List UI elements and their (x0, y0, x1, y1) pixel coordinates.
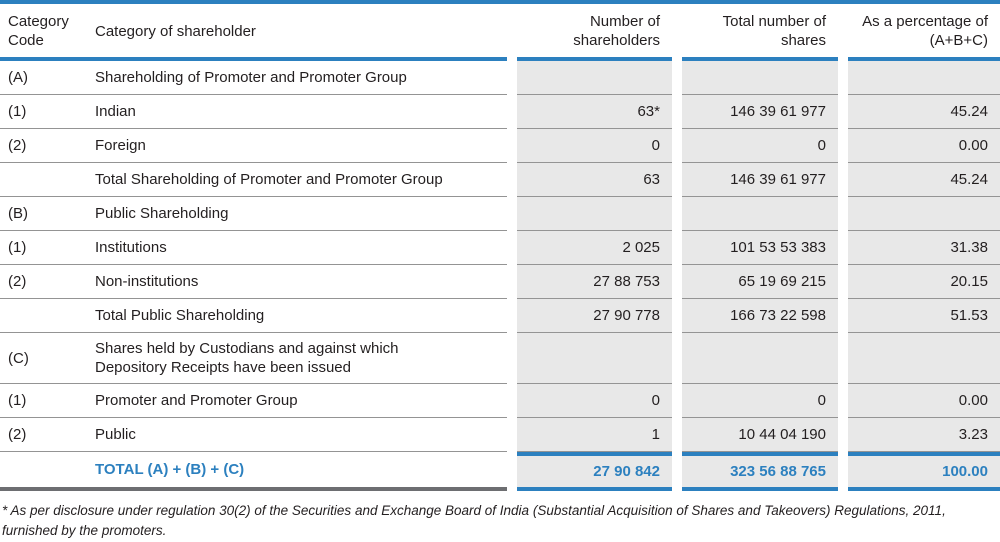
cell-shareholders: 2 025 (517, 231, 672, 265)
cell-category-text: Shares held by Custodians and against wh… (95, 340, 399, 376)
cell-code: (1) (0, 384, 90, 418)
cell-pct: 3.23 (848, 418, 1000, 452)
table-header-row: Category Code Category of shareholder Nu… (0, 4, 1000, 61)
cell-code: (2) (0, 129, 90, 163)
cell-code (0, 163, 90, 197)
cell-shares: 146 39 61 977 (682, 163, 838, 197)
cell-category: Total Shareholding of Promoter and Promo… (90, 163, 507, 197)
cell-category: Shares held by Custodians and against wh… (90, 333, 507, 384)
cell-pct: 45.24 (848, 163, 1000, 197)
cell-pct: 51.53 (848, 299, 1000, 333)
cell-pct: 100.00 (848, 452, 1000, 491)
cell-code: (A) (0, 61, 90, 95)
header-number-of-shareholders: Number of shareholders (517, 4, 672, 61)
cell-pct (848, 197, 1000, 231)
cell-code (0, 452, 90, 491)
cell-pct: 0.00 (848, 129, 1000, 163)
cell-category: Promoter and Promoter Group (90, 384, 507, 418)
cell-shareholders (517, 61, 672, 95)
table-row-section-c: (C) Shares held by Custodians and agains… (0, 333, 1000, 384)
table-row-public: (2) Public 1 10 44 04 190 3.23 (0, 418, 1000, 452)
cell-shares: 0 (682, 129, 838, 163)
table-row-foreign: (2) Foreign 0 0 0.00 (0, 129, 1000, 163)
cell-shareholders (517, 197, 672, 231)
table-row-non-institutions: (2) Non-institutions 27 88 753 65 19 69 … (0, 265, 1000, 299)
cell-shares: 0 (682, 384, 838, 418)
table-row-total-public: Total Public Shareholding 27 90 778 166 … (0, 299, 1000, 333)
cell-pct (848, 333, 1000, 384)
cell-code: (C) (0, 333, 90, 384)
table-row-institutions: (1) Institutions 2 025 101 53 53 383 31.… (0, 231, 1000, 265)
cell-pct: 31.38 (848, 231, 1000, 265)
cell-shareholders (517, 333, 672, 384)
cell-category: Public Shareholding (90, 197, 507, 231)
cell-shareholders: 63 (517, 163, 672, 197)
cell-pct: 0.00 (848, 384, 1000, 418)
cell-code: (1) (0, 95, 90, 129)
table-row-section-b: (B) Public Shareholding (0, 197, 1000, 231)
header-category-code: Category Code (0, 4, 90, 61)
footnote: * As per disclosure under regulation 30(… (2, 503, 946, 539)
shareholding-table: Category Code Category of shareholder Nu… (0, 0, 1000, 491)
table-row-total-promoter: Total Shareholding of Promoter and Promo… (0, 163, 1000, 197)
cell-code: (2) (0, 418, 90, 452)
table-row-promoter-group: (1) Promoter and Promoter Group 0 0 0.00 (0, 384, 1000, 418)
table-row-grand-total: TOTAL (A) + (B) + (C) 27 90 842 323 56 8… (0, 452, 1000, 491)
table-row-section-a: (A) Shareholding of Promoter and Promote… (0, 61, 1000, 95)
cell-shareholders: 27 90 842 (517, 452, 672, 491)
cell-category: Total Public Shareholding (90, 299, 507, 333)
cell-category: Non-institutions (90, 265, 507, 299)
cell-category: Shareholding of Promoter and Promoter Gr… (90, 61, 507, 95)
cell-category: Indian (90, 95, 507, 129)
header-percentage: As a percentage of (A+B+C) (848, 4, 1000, 61)
cell-shareholders: 1 (517, 418, 672, 452)
cell-shares: 10 44 04 190 (682, 418, 838, 452)
cell-code: (1) (0, 231, 90, 265)
cell-shares (682, 333, 838, 384)
cell-pct: 20.15 (848, 265, 1000, 299)
cell-category: Foreign (90, 129, 507, 163)
cell-shares: 65 19 69 215 (682, 265, 838, 299)
cell-shareholders: 27 88 753 (517, 265, 672, 299)
cell-pct (848, 61, 1000, 95)
cell-category: Public (90, 418, 507, 452)
table-row-indian: (1) Indian 63* 146 39 61 977 45.24 (0, 95, 1000, 129)
cell-shareholders: 0 (517, 384, 672, 418)
header-category-of-shareholder: Category of shareholder (90, 4, 507, 61)
header-total-number-of-shares: Total number of shares (682, 4, 838, 61)
cell-shares: 146 39 61 977 (682, 95, 838, 129)
cell-shares (682, 61, 838, 95)
cell-code: (B) (0, 197, 90, 231)
cell-category: Institutions (90, 231, 507, 265)
cell-code: (2) (0, 265, 90, 299)
cell-shares: 323 56 88 765 (682, 452, 838, 491)
cell-shares (682, 197, 838, 231)
cell-shares: 101 53 53 383 (682, 231, 838, 265)
cell-category: TOTAL (A) + (B) + (C) (90, 452, 507, 491)
cell-shares: 166 73 22 598 (682, 299, 838, 333)
cell-code (0, 299, 90, 333)
cell-shareholders: 0 (517, 129, 672, 163)
cell-pct: 45.24 (848, 95, 1000, 129)
cell-shareholders: 63* (517, 95, 672, 129)
cell-shareholders: 27 90 778 (517, 299, 672, 333)
